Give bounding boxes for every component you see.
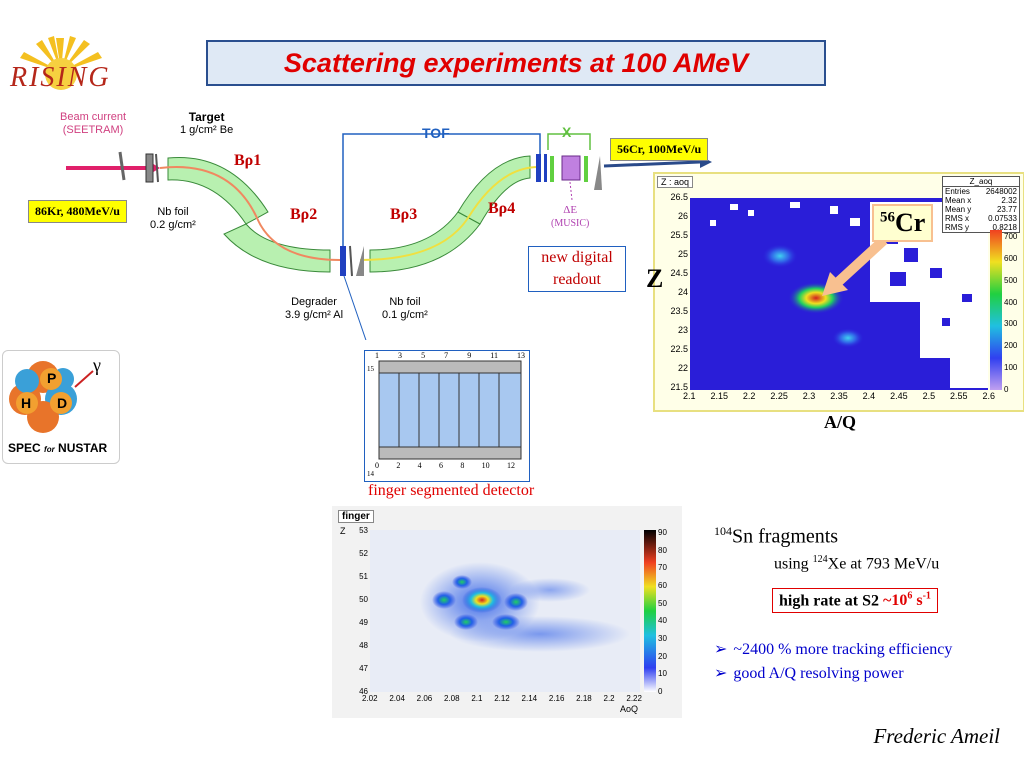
tof-label: TOF <box>422 125 450 141</box>
brho3-label: Bρ3 <box>390 206 418 223</box>
plot-bottom-title: finger <box>338 510 374 523</box>
brho2-label: Bρ2 <box>290 206 318 223</box>
plot-bottom-yticks: 46 47 48 49 50 51 52 53 <box>359 526 368 696</box>
plot-top-yticks: 21.5 22 22.5 23 23.5 24 24.5 25 25.5 26 26.5 <box>670 192 688 392</box>
logo-p: P <box>47 370 57 386</box>
cr56-annotation: 56Cr <box>872 204 934 242</box>
logo-text: SPEC for NUSTAR <box>8 441 108 455</box>
logo-gamma: γ <box>93 355 101 375</box>
nb-foil1-label: Nb foil 0.2 g/cm² <box>150 206 196 231</box>
page-title: Scattering experiments at 100 AMeV <box>283 47 749 78</box>
arrow-bullet-icon: ➢ <box>714 641 728 658</box>
music-label: ΔE (MUSIC) <box>551 204 590 229</box>
target-block <box>145 153 154 183</box>
rate-box: high rate at S2 ~106 s-1 <box>772 588 938 614</box>
rising-text: RISING <box>10 62 111 93</box>
beam-in-box: 86Kr, 480MeV/u <box>28 200 127 223</box>
plot-top-title: Z : aoq <box>657 176 694 188</box>
author: Frederic Ameil <box>873 724 1000 748</box>
plot-top-colorbar <box>990 230 1002 390</box>
beam-out-box: 56Cr, 100MeV/u <box>610 138 709 161</box>
sun-icon <box>20 36 102 90</box>
bullet-item: ➢ ~2400 % more tracking efficiency <box>714 641 953 658</box>
plot-top-ylabel: Z <box>646 264 664 293</box>
plot-bottom-xlabel: AoQ <box>620 704 639 714</box>
plot-bottom-area <box>370 530 640 692</box>
arrow-bullet-icon: ➢ <box>714 665 728 682</box>
plot-bottom-colorbar-ticks: 0 10 20 30 40 50 60 70 80 90 <box>658 528 667 696</box>
title-box: Scattering experiments at 100 AMeV <box>206 40 826 86</box>
finger-left-bottom: 14 <box>367 470 374 478</box>
x-label: X <box>562 124 572 140</box>
brho4-label: Bρ4 <box>488 200 516 217</box>
magnet-brho1 <box>167 156 269 225</box>
finger-left-top: 15 <box>367 365 374 373</box>
finger-detector-drawing <box>378 360 522 460</box>
music-detector <box>561 155 581 181</box>
beamline-diagram <box>66 133 712 340</box>
bullet-item: ➢ good A/Q resolving power <box>714 665 904 682</box>
magnet-brho2 <box>223 223 331 273</box>
prespec-logo: P H D γ SPEC for NUSTAR <box>2 350 120 464</box>
atom-icon <box>9 361 94 433</box>
annotation-arrow <box>822 236 888 296</box>
rising-logo: RISING <box>6 30 116 100</box>
bullet-list: ➢ ~2400 % more tracking efficiency ➢ good … <box>714 638 952 686</box>
plot-top-xlabel: A/Q <box>824 412 857 432</box>
nb-foil2-label: Nb foil 0.1 g/cm² <box>382 296 428 321</box>
plot-bottom-heat <box>370 530 640 692</box>
sn-fragments-heading: 104Sn fragments <box>714 524 839 548</box>
target-label: Target 1 g/cm² Be <box>180 110 234 137</box>
plot-top-xticks: 2.1 2.15 2.2 2.25 2.3 2.35 2.4 2.45 2.5 2.55 2.6 <box>683 391 995 401</box>
sn-using-line: using 124Xe at 793 MeV/u <box>774 554 940 573</box>
plot-top-colorbar-ticks: 0 100 200 300 400 500 600 700 <box>1004 232 1018 394</box>
logo-h: H <box>21 395 32 411</box>
logo-d: D <box>57 395 68 411</box>
stats-box: Z_aoq Entries 2648002 Mean x 2.32 Mean y 23… <box>942 176 1020 233</box>
degrader-block <box>340 246 346 276</box>
plot-bottom-xticks: 2.02 2.04 2.06 2.08 2.1 2.12 2.14 2.16 2.18 2.2… <box>362 694 642 703</box>
plot-bottom-ylabel: Z <box>340 526 346 536</box>
new-digital-readout: new digital readout <box>528 246 626 292</box>
finger-caption: finger segmented detector <box>368 482 535 499</box>
plot-bottom-colorbar <box>644 530 656 692</box>
beam-current-label: Beam current (SEETRAM) <box>60 111 127 136</box>
plot-top-area <box>690 198 988 390</box>
magnet-brho3 <box>369 211 481 273</box>
degrader-label: Degrader 3.9 g/cm² Al <box>285 296 344 321</box>
brho1-label: Bρ1 <box>234 152 262 169</box>
